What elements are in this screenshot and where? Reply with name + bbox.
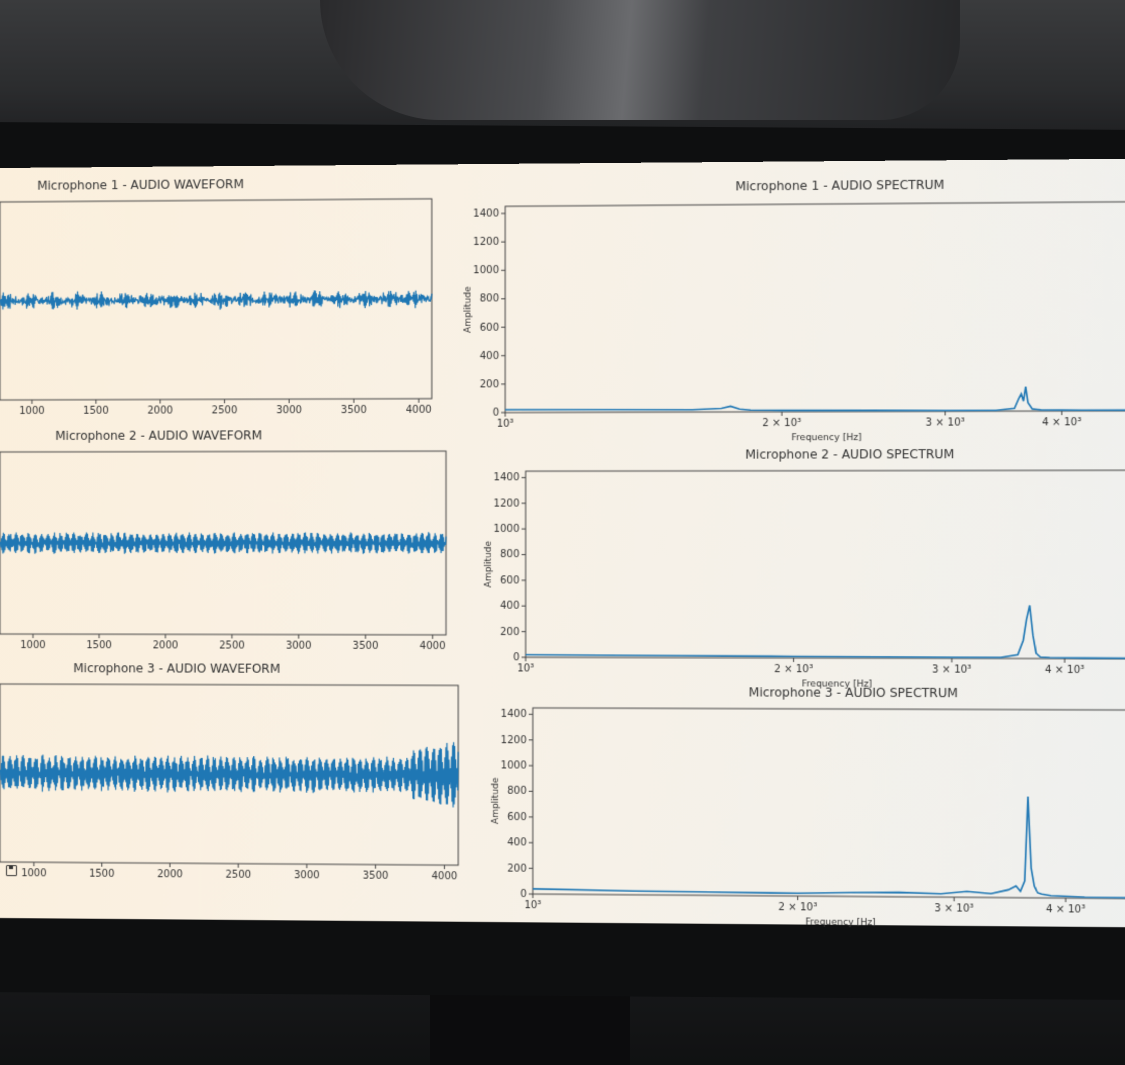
x-tick-label: 4000 (420, 641, 446, 652)
x-tick-label: 2500 (219, 640, 245, 651)
save-icon[interactable] (6, 865, 17, 876)
y-tick-label: 400 (500, 601, 519, 612)
y-tick-label: 200 (500, 627, 519, 638)
y-tick-label: 800 (480, 294, 499, 305)
monitor-screen: Microphone 1 - AUDIO WAVEFORM 1000 1500 200… (0, 159, 1125, 928)
y-tick-label: 1400 (501, 709, 527, 720)
y-tick-label: 400 (480, 351, 499, 362)
waveform-line (0, 289, 432, 310)
x-tick-label: 3 × 10³ (926, 417, 965, 428)
chart-svg: Microphone 3 - AUDIO WAVEFORM 1000 1500 200… (0, 658, 466, 902)
mic2-spectrum-panel: Microphone 2 - AUDIO SPECTRUM 0 200 400 600 8… (475, 444, 1125, 700)
y-axis-label: Amplitude (463, 286, 473, 333)
x-tick-label: 1000 (21, 868, 46, 879)
x-tick-label: 3500 (341, 405, 367, 416)
y-tick-label: 600 (500, 575, 519, 586)
x-tick-label: 4000 (406, 405, 432, 416)
chart-title: Microphone 1 - AUDIO SPECTRUM (735, 178, 944, 194)
x-tick-label: 3 × 10³ (932, 664, 971, 675)
x-tick-label: 3000 (286, 641, 312, 652)
y-axis-label: Amplitude (491, 777, 501, 824)
x-axis-label: Frequency [Hz] (792, 433, 862, 443)
y-tick-label: 0 (520, 889, 527, 900)
plot-frame (533, 708, 1125, 899)
x-tick-label: 1500 (86, 640, 112, 651)
x-tick-label: 2500 (212, 405, 238, 416)
x-tick-label: 1500 (83, 406, 109, 417)
y-tick-label: 1200 (501, 735, 527, 746)
chart-title: Microphone 2 - AUDIO WAVEFORM (55, 428, 262, 443)
x-tick-label: 4 × 10³ (1046, 904, 1086, 916)
x-tick-label: 1000 (20, 640, 45, 651)
chart-svg: Microphone 1 - AUDIO SPECTRUM 0 200 400 600 8… (459, 173, 1125, 443)
x-tick-label: 2000 (153, 640, 179, 651)
x-tick-label: 10³ (524, 900, 541, 911)
y-tick-label: 1000 (473, 265, 499, 276)
y-tick-label: 800 (507, 786, 526, 797)
x-tick-label: 4000 (431, 871, 457, 882)
x-tick-label: 3500 (353, 641, 379, 652)
y-tick-label: 600 (480, 322, 499, 333)
plot-frame (505, 202, 1125, 413)
x-tick-label: 1500 (89, 869, 115, 880)
spectrum-line (526, 605, 1125, 659)
mic2-waveform-panel: Microphone 2 - AUDIO WAVEFORM 1000 1500 200… (0, 425, 454, 667)
x-tick-label: 2000 (157, 869, 183, 880)
y-tick-label: 0 (493, 408, 499, 419)
mic1-waveform-panel: Microphone 1 - AUDIO WAVEFORM 1000 1500 200… (0, 172, 444, 426)
mic3-spectrum-panel: Microphone 3 - AUDIO SPECTRUM 0 200 400 600 8… (487, 681, 1125, 939)
x-tick-label: 3500 (363, 871, 389, 882)
y-tick-label: 1000 (501, 760, 527, 771)
x-axis-label: Frequency [Hz] (806, 917, 876, 928)
x-tick-label: 2000 (147, 405, 173, 416)
chart-svg: Microphone 2 - AUDIO SPECTRUM 0 200 400 600 8… (475, 444, 1125, 700)
chart-svg: Microphone 3 - AUDIO SPECTRUM 0 200 400 600 8… (487, 681, 1125, 939)
x-tick-label: 1000 (19, 406, 44, 417)
y-tick-label: 200 (480, 379, 499, 390)
chart-svg: Microphone 2 - AUDIO WAVEFORM 1000 1500 200… (0, 425, 454, 667)
y-tick-label: 600 (507, 812, 526, 823)
y-tick-label: 0 (513, 652, 520, 663)
y-tick-label: 400 (507, 837, 526, 848)
y-tick-label: 1200 (494, 498, 520, 509)
x-tick-label: 10³ (517, 663, 534, 674)
spectrum-line (505, 386, 1125, 412)
waveform-line (0, 532, 446, 554)
y-axis-label: Amplitude (484, 540, 494, 587)
mic1-spectrum-panel: Microphone 1 - AUDIO SPECTRUM 0 200 400 600 8… (459, 173, 1125, 443)
y-tick-label: 1200 (473, 237, 499, 248)
x-tick-label: 3000 (294, 870, 320, 881)
y-tick-label: 1000 (494, 524, 520, 535)
y-tick-label: 1400 (473, 208, 499, 219)
waveform-line (0, 740, 458, 807)
chart-title: Microphone 1 - AUDIO WAVEFORM (37, 177, 244, 193)
x-tick-label: 2 × 10³ (774, 664, 813, 675)
plot-frame (526, 470, 1125, 659)
mic3-waveform-panel: Microphone 3 - AUDIO WAVEFORM 1000 1500 200… (0, 658, 466, 902)
x-tick-label: 2 × 10³ (762, 418, 801, 429)
chart-svg: Microphone 1 - AUDIO WAVEFORM 1000 1500 200… (0, 172, 444, 426)
x-tick-label: 2500 (225, 870, 251, 881)
chart-title: Microphone 3 - AUDIO WAVEFORM (73, 661, 280, 676)
x-tick-label: 4 × 10³ (1042, 417, 1082, 428)
chart-title: Microphone 3 - AUDIO SPECTRUM (749, 685, 958, 700)
spectrum-line (533, 794, 1125, 898)
y-tick-label: 800 (500, 550, 519, 561)
y-tick-label: 200 (507, 863, 526, 874)
x-tick-label: 3000 (276, 405, 302, 416)
background-curtain (320, 0, 960, 120)
x-tick-label: 2 × 10³ (778, 902, 817, 914)
x-tick-label: 4 × 10³ (1045, 665, 1085, 676)
chart-title: Microphone 2 - AUDIO SPECTRUM (745, 447, 954, 462)
x-tick-label: 10³ (497, 419, 514, 430)
x-tick-label: 3 × 10³ (934, 903, 973, 915)
y-tick-label: 1400 (494, 473, 520, 484)
